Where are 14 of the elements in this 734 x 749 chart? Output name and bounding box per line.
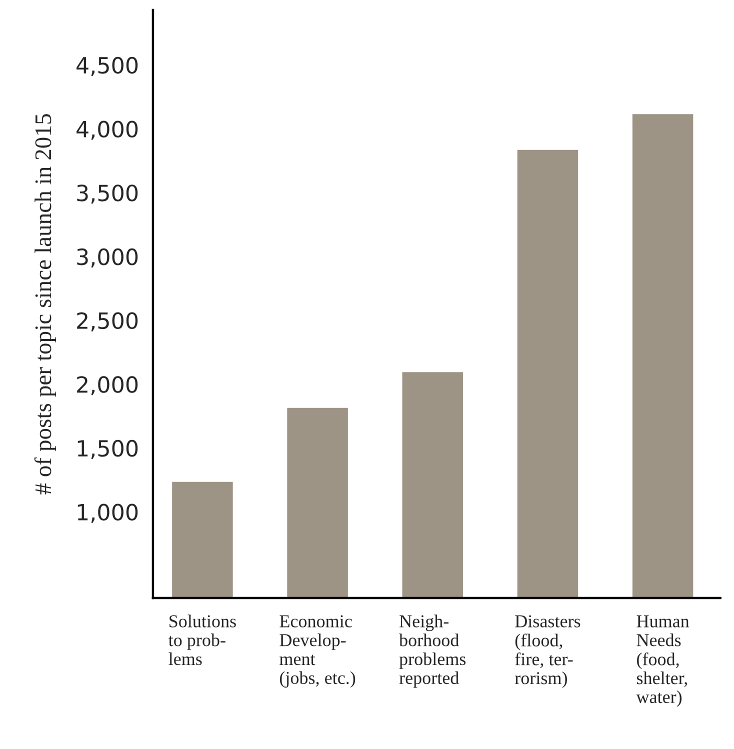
y-tick-label: 3,500 (77, 184, 138, 204)
y-tick-label: 2,000 (77, 376, 138, 396)
x-tick-label: Solutions to prob- lems (168, 614, 236, 666)
y-tick-label: 3,000 (77, 248, 138, 268)
x-tick-label: Neigh- borhood problems reported (399, 614, 466, 688)
x-tick-label: Human Needs (food, shelter, water) (636, 615, 690, 707)
y-tick-label: 2,500 (77, 312, 138, 332)
y-tick-label: 4,000 (76, 120, 138, 140)
x-tick-label: Economic Develop- ment (jobs, etc.) (280, 615, 356, 688)
y-axis-title: # of posts per topic since launch in 2015 (34, 114, 56, 494)
x-tick-label: Disasters (flood, fire, ter- rorism) (514, 615, 580, 688)
y-tick-label: 1,500 (78, 440, 138, 460)
y-tick-label: 4,500 (76, 56, 138, 76)
y-tick-label: 1,000 (78, 504, 138, 523)
